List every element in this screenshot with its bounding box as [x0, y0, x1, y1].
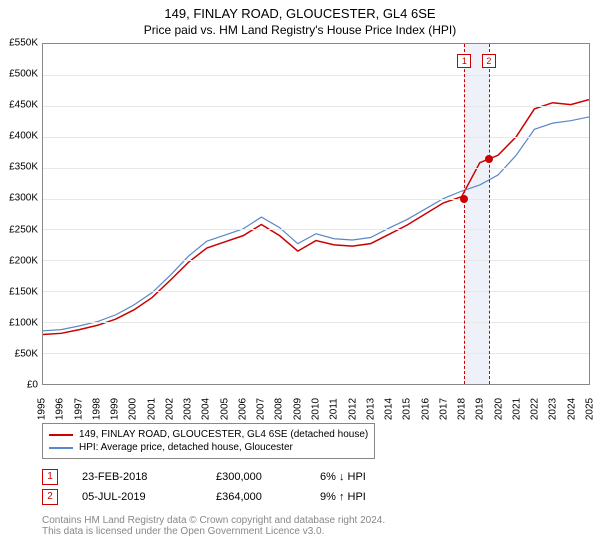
note-price: £300,000 [216, 471, 296, 483]
x-tick-label: 2014 [384, 398, 395, 420]
x-tick-label: 2009 [292, 398, 303, 420]
y-tick-label: £200K [9, 255, 38, 266]
x-tick-label: 2017 [438, 398, 449, 420]
x-tick-label: 2003 [183, 398, 194, 420]
event-vline [489, 44, 490, 384]
x-tick-label: 2006 [237, 398, 248, 420]
event-dot [485, 155, 493, 163]
y-tick-label: £350K [9, 162, 38, 173]
y-tick-label: £500K [9, 69, 38, 80]
y-tick-label: £250K [9, 224, 38, 235]
footer-line-2: This data is licensed under the Open Gov… [42, 526, 600, 537]
x-tick-label: 2024 [566, 398, 577, 420]
note-date: 05-JUL-2019 [82, 491, 192, 503]
series-line-hpi [43, 117, 589, 331]
note-price: £364,000 [216, 491, 296, 503]
x-tick-label: 2025 [585, 398, 596, 420]
x-tick-label: 2022 [530, 398, 541, 420]
note-delta: 6% ↓ HPI [320, 471, 400, 483]
legend-box: 149, FINLAY ROAD, GLOUCESTER, GL4 6SE (d… [42, 423, 375, 459]
note-marker: 2 [42, 489, 58, 505]
y-tick-label: £550K [9, 38, 38, 49]
x-tick-label: 2018 [457, 398, 468, 420]
note-row: 2 05-JUL-2019 £364,000 9% ↑ HPI [42, 487, 600, 507]
event-dot [460, 195, 468, 203]
series-line-price_paid [43, 100, 589, 335]
x-tick-label: 1995 [37, 398, 48, 420]
y-tick-label: £400K [9, 131, 38, 142]
x-tick-label: 2015 [402, 398, 413, 420]
note-delta: 9% ↑ HPI [320, 491, 400, 503]
chart-title: 149, FINLAY ROAD, GLOUCESTER, GL4 6SE [0, 0, 600, 21]
y-tick-label: £300K [9, 193, 38, 204]
x-tick-label: 2012 [347, 398, 358, 420]
x-tick-label: 2021 [511, 398, 522, 420]
x-tick-label: 2008 [274, 398, 285, 420]
y-tick-label: £0 [27, 380, 38, 391]
x-tick-label: 2013 [365, 398, 376, 420]
x-tick-label: 2001 [146, 398, 157, 420]
y-tick-label: £150K [9, 286, 38, 297]
legend-item: 149, FINLAY ROAD, GLOUCESTER, GL4 6SE (d… [49, 428, 368, 441]
chart-subtitle: Price paid vs. HM Land Registry's House … [0, 21, 600, 43]
x-tick-label: 2019 [475, 398, 486, 420]
x-tick-label: 2010 [311, 398, 322, 420]
legend-swatch [49, 447, 73, 449]
legend-label: 149, FINLAY ROAD, GLOUCESTER, GL4 6SE (d… [79, 429, 368, 440]
x-tick-label: 1999 [110, 398, 121, 420]
y-axis-labels: £0£50K£100K£150K£200K£250K£300K£350K£400… [0, 43, 40, 385]
plot-area: 12 [42, 43, 590, 385]
event-marker: 2 [482, 54, 496, 68]
legend-label: HPI: Average price, detached house, Glou… [79, 442, 293, 453]
x-axis-labels: 1995199619971998199920002001200220032004… [42, 385, 590, 413]
chart-container: 149, FINLAY ROAD, GLOUCESTER, GL4 6SE Pr… [0, 0, 600, 537]
x-tick-label: 2004 [201, 398, 212, 420]
line-svg [43, 44, 589, 384]
x-tick-label: 2011 [329, 398, 340, 420]
x-tick-label: 2016 [420, 398, 431, 420]
note-row: 1 23-FEB-2018 £300,000 6% ↓ HPI [42, 467, 600, 487]
notes-table: 1 23-FEB-2018 £300,000 6% ↓ HPI 2 05-JUL-2019… [42, 467, 600, 507]
x-tick-label: 1998 [91, 398, 102, 420]
x-tick-label: 2023 [548, 398, 559, 420]
footer-line-1: Contains HM Land Registry data © Crown c… [42, 515, 600, 526]
event-vline [464, 44, 465, 384]
x-tick-label: 2020 [493, 398, 504, 420]
legend-item: HPI: Average price, detached house, Glou… [49, 441, 368, 454]
note-marker: 1 [42, 469, 58, 485]
y-tick-label: £100K [9, 317, 38, 328]
x-tick-label: 2000 [128, 398, 139, 420]
y-tick-label: £50K [15, 348, 38, 359]
footer-attribution: Contains HM Land Registry data © Crown c… [42, 515, 600, 537]
x-tick-label: 1996 [55, 398, 66, 420]
x-tick-label: 2002 [164, 398, 175, 420]
note-date: 23-FEB-2018 [82, 471, 192, 483]
x-tick-label: 2005 [219, 398, 230, 420]
x-tick-label: 1997 [73, 398, 84, 420]
chart-area: £0£50K£100K£150K£200K£250K£300K£350K£400… [42, 43, 590, 413]
event-marker: 1 [457, 54, 471, 68]
legend-swatch [49, 434, 73, 436]
y-tick-label: £450K [9, 100, 38, 111]
x-tick-label: 2007 [256, 398, 267, 420]
